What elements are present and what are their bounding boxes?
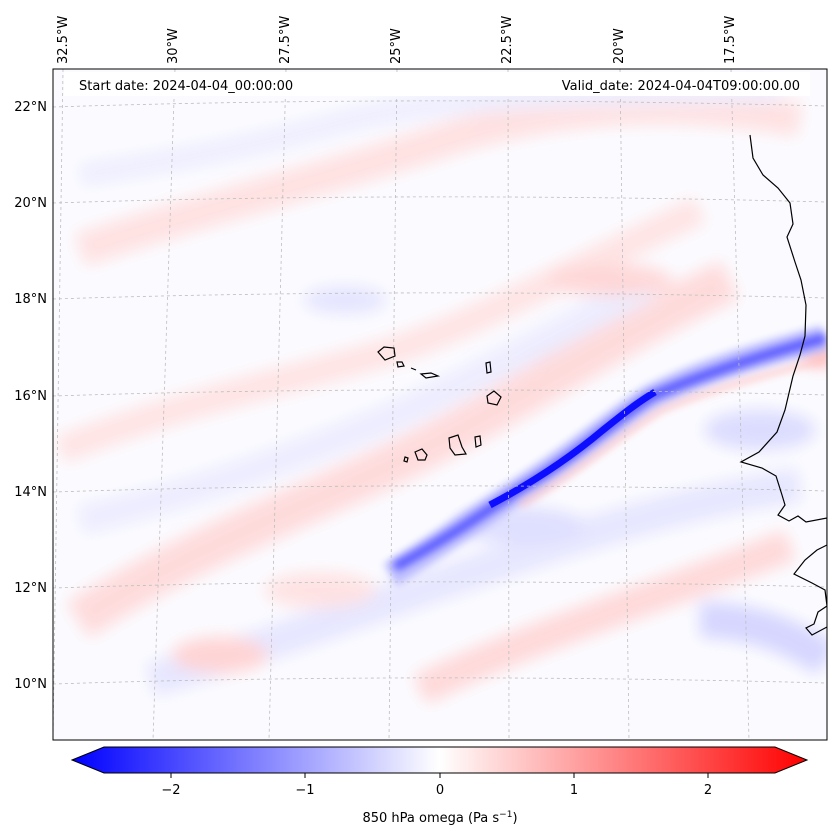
colorbar-body (70, 746, 809, 774)
longitude-label: 30°W (166, 28, 181, 64)
latitude-label: 22°N (14, 100, 47, 115)
start-date-label: Start date: 2024-04-04_00:00:00 (79, 79, 293, 94)
parallel-line (53, 389, 827, 397)
colorbar: −2 −1 0 1 2 850 hPa omega (Pa s−1) (70, 746, 809, 826)
west-africa-coastline (739, 134, 827, 636)
colorbar-ticks (170, 773, 709, 778)
latitude-axis-labels: 22°N 20°N 18°N 16°N 14°N 12°N 10°N (14, 100, 47, 692)
colorbar-title: 850 hPa omega (Pa s−1) (362, 810, 517, 826)
colorbar-title-close: ) (512, 811, 517, 826)
sal-island (485, 361, 492, 374)
positive-omega-band (66, 260, 739, 638)
colorbar-tick-label: 0 (436, 783, 444, 798)
santiago-island (448, 434, 467, 456)
positive-omega-cell (548, 264, 672, 296)
latitude-label: 10°N (14, 677, 47, 692)
meridian-line (53, 69, 64, 740)
meridian-line (619, 69, 630, 740)
parallel-line (53, 196, 827, 204)
valid-date-label: Valid_date: 2024-04-04T09:00:00.00 (562, 79, 800, 94)
gridlines (53, 69, 827, 740)
date-label-background (64, 72, 810, 96)
descent-band-max (488, 388, 657, 509)
fogo-island (414, 448, 428, 461)
positive-omega-band (54, 197, 706, 463)
omega-field-weak-anomalies (54, 78, 827, 705)
negative-omega-band (699, 602, 827, 676)
latitude-label: 14°N (14, 485, 47, 500)
coastline (377, 134, 827, 636)
latitude-label: 12°N (14, 581, 47, 596)
positive-omega-cell (264, 572, 376, 608)
colorbar-title-exponent: −1 (499, 810, 512, 820)
negative-omega-band (76, 271, 657, 535)
latitude-label: 16°N (14, 389, 47, 404)
longitude-label: 27.5°W (278, 16, 293, 64)
sao-vicente-island (396, 361, 405, 368)
santa-luzia-island (410, 367, 417, 371)
parallel-line (53, 677, 827, 685)
boa-vista-island (486, 390, 502, 406)
meridian-line (730, 69, 750, 740)
map-panel: Start date: 2024-04-04_00:00:00 Valid_da… (52, 68, 828, 741)
longitude-label: 20°W (612, 28, 627, 64)
parallel-line (53, 581, 827, 589)
positive-omega-band (74, 90, 804, 267)
colorbar-tick-label: −2 (161, 783, 180, 798)
latitude-label: 18°N (14, 292, 47, 307)
parallel-line (53, 485, 827, 493)
ascent-band-edge (518, 357, 826, 508)
maio-island (474, 435, 482, 448)
parallel-line (53, 100, 827, 108)
longitude-label: 32.5°W (56, 16, 71, 64)
frontal-omega-band (383, 325, 827, 587)
positive-omega-band (412, 530, 796, 705)
brava-island (403, 456, 409, 463)
colorbar-tick-label: 2 (704, 783, 712, 798)
colorbar-tick-label: −1 (295, 783, 314, 798)
omega-field (53, 69, 827, 740)
latitude-label: 20°N (14, 196, 47, 211)
longitude-label: 22.5°W (500, 16, 515, 64)
longitude-label: 17.5°W (723, 16, 738, 64)
meridian-line (152, 69, 176, 740)
colorbar-tick-labels: −2 −1 0 1 2 (161, 783, 712, 798)
colorbar-title-main: 850 hPa omega (Pa s (362, 811, 499, 826)
map-frame (52, 68, 828, 741)
meridian-line (268, 69, 287, 740)
sao-nicolau-island (419, 372, 441, 379)
parallel-line (53, 292, 827, 300)
longitude-label: 25°W (389, 28, 404, 64)
positive-omega-cell (172, 637, 268, 673)
meridian-line (507, 69, 510, 740)
meridian-line (388, 69, 398, 740)
negative-omega-cell (303, 286, 387, 314)
negative-omega-cell (704, 410, 816, 450)
colorbar-tick-label: 1 (570, 783, 578, 798)
longitude-axis-labels: 32.5°W 30°W 27.5°W 25°W 22.5°W 20°W 17.5… (56, 16, 738, 64)
santo-antao-island (377, 346, 396, 361)
